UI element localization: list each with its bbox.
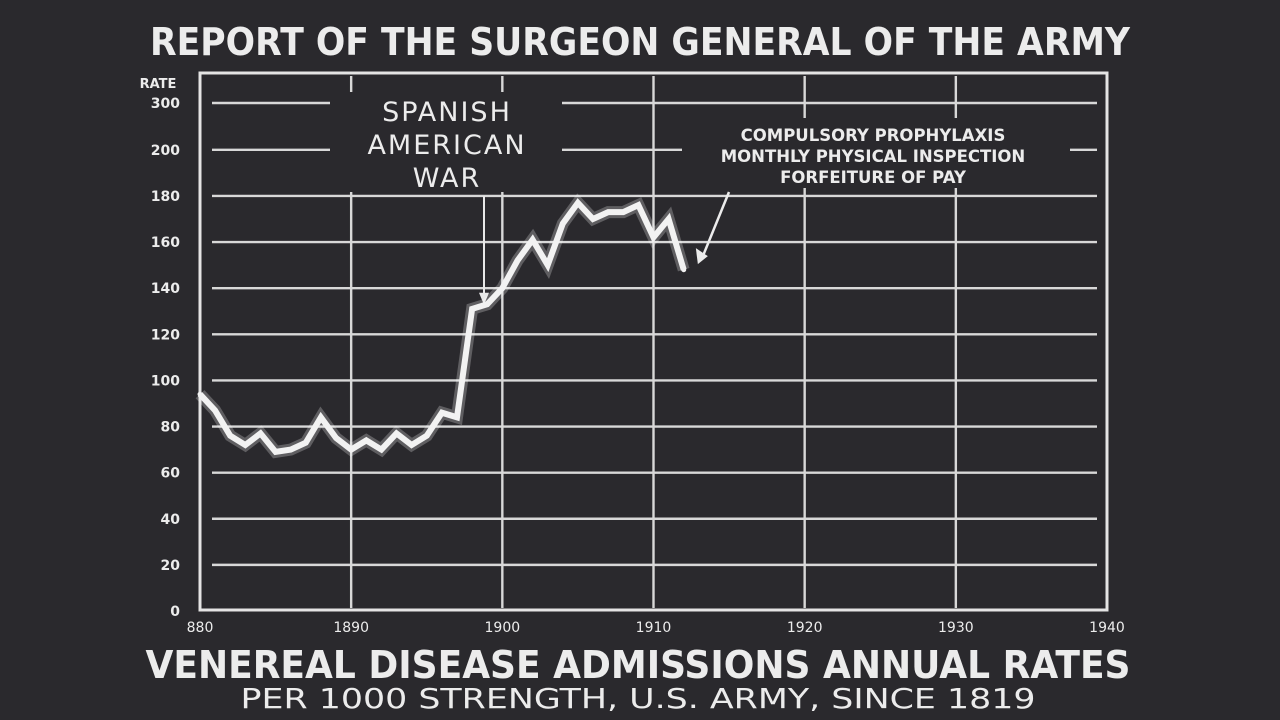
data-point [499,285,505,291]
y-tick-label: 80 [161,420,181,436]
y-tick-label: 0 [170,604,180,620]
data-point [439,410,445,416]
x-tick-label: 880 [187,620,214,636]
data-point [605,209,611,215]
chart-caption: PER 1000 STRENGTH, U.S. ARMY, SINCE 1819 [241,682,1036,715]
data-point [288,447,294,453]
data-point [409,442,415,448]
x-tick-label: 1940 [1089,620,1125,636]
y-tick-label: 160 [151,235,180,251]
annotation-arrow [701,191,731,257]
x-tick-label: 1920 [787,620,823,636]
data-point [560,221,566,227]
annotation-measures: COMPULSORY PROPHYLAXIS [741,126,1006,145]
x-tick-label: 1890 [333,620,369,636]
x-tick-label: 1900 [485,620,521,636]
chart-title: REPORT OF THE SURGEON GENERAL OF THE ARM… [150,20,1130,64]
annotation-background [682,118,1070,188]
data-point [212,407,218,413]
annotation-measures: FORFEITURE OF PAY [780,168,967,187]
data-point [257,430,263,436]
data-point [530,237,536,243]
chart-subtitle: VENEREAL DISEASE ADMISSIONS ANNUAL RATES [146,643,1131,687]
annotation-measures: MONTHLY PHYSICAL INSPECTION [721,147,1026,166]
y-tick-label: 60 [161,466,181,482]
y-tick-label: 140 [151,281,180,297]
annotation-spanish-american-war: AMERICAN [367,130,526,161]
data-point [681,267,687,273]
data-point [378,447,384,453]
data-point [348,447,354,453]
data-point [514,257,520,263]
data-point [197,391,203,397]
plot-frame [198,71,1109,612]
x-tick-label: 1930 [938,620,974,636]
data-point [227,433,233,439]
arrowhead-icon [695,248,708,265]
data-point [620,209,626,215]
annotation-spanish-american-war: SPANISH [382,97,512,128]
y-tick-label: 40 [161,512,181,528]
x-tick-label: 1910 [636,620,672,636]
data-point [651,234,656,240]
y-tick-label: 180 [151,189,180,205]
data-point [484,301,490,307]
data-point [424,433,430,439]
data-point [590,216,596,222]
data-point [273,449,279,455]
data-point [575,200,581,206]
y-tick-label: 200 [151,143,180,159]
data-point [635,202,641,208]
data-point [666,216,672,222]
y-tick-label: 20 [161,558,181,574]
annotation-spanish-american-war: WAR [413,163,481,194]
annotation-background [330,92,562,192]
data-point [242,442,248,448]
y-tick-label: 300 [151,96,180,112]
y-tick-label: 120 [151,327,180,343]
data-point [469,306,475,312]
data-point [333,435,339,441]
y-axis-label: RATE [140,77,177,92]
data-point [545,262,551,268]
data-point [303,440,309,446]
data-point [454,414,460,420]
data-point [318,414,324,420]
arrowhead-icon [479,292,489,305]
data-point [394,430,400,436]
data-point [363,437,369,443]
y-tick-label: 100 [151,373,180,389]
